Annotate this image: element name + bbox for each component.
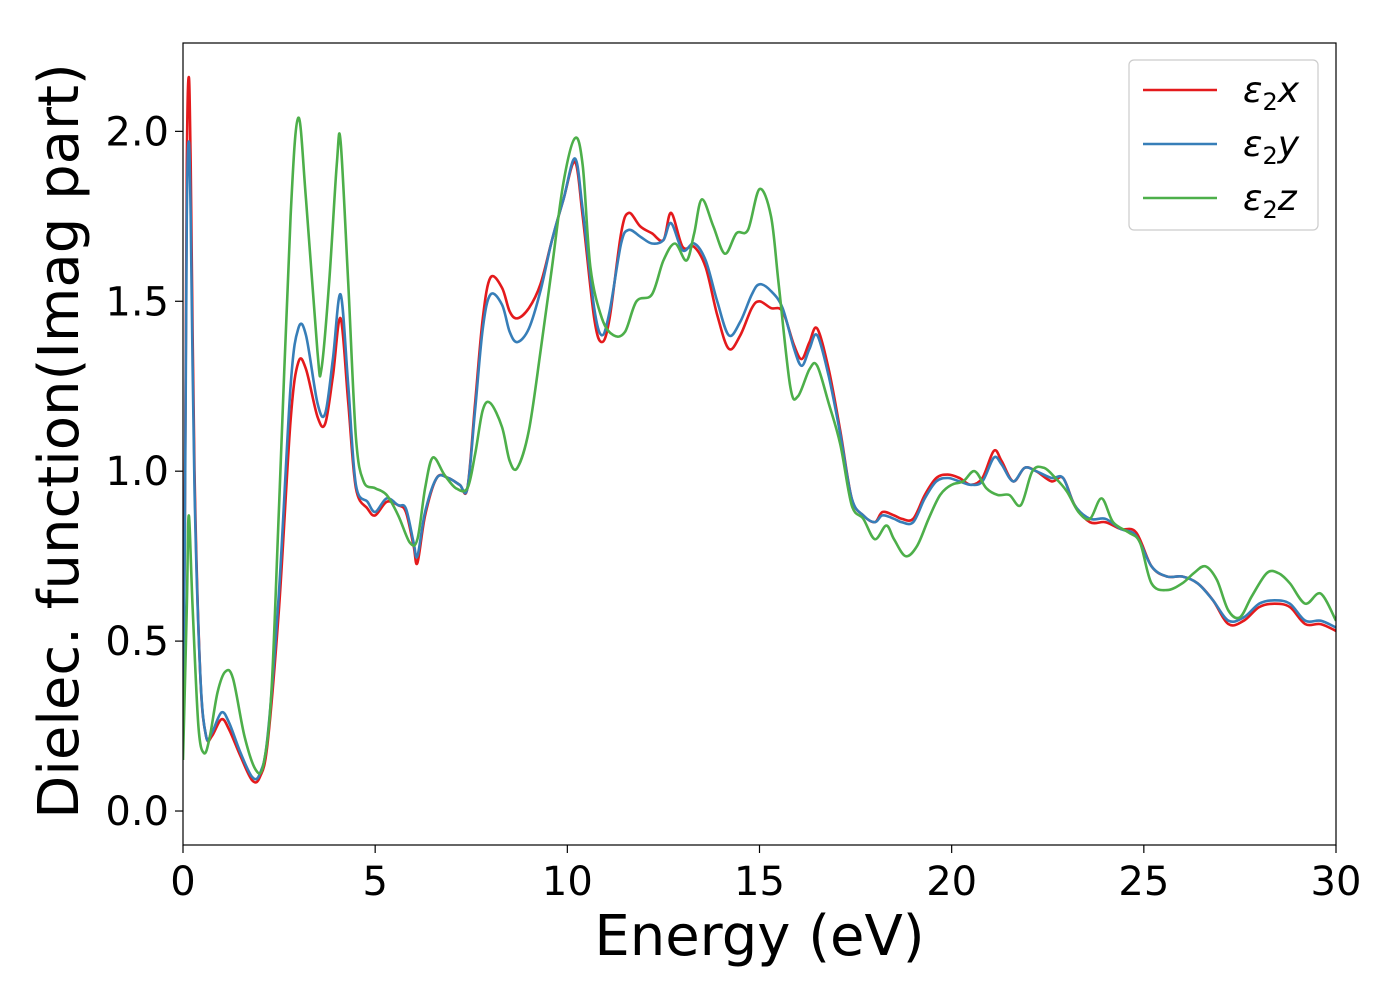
y-tick-label: 1.5 [105,279,169,325]
series-layer [183,75,1336,784]
x-tick-label: 10 [542,859,593,905]
legend-item-x: ε2x [1143,70,1300,116]
y-tick-label: 0.5 [105,619,169,665]
y-tick-label: 0.0 [105,789,169,835]
legend-box [1128,59,1319,231]
series-line-y [183,140,1336,781]
x-tick-label: 20 [926,859,977,905]
legend-label: ε2x [1243,70,1300,116]
y-tick-label: 1.0 [105,449,169,495]
legend-items: ε2x ε2y ε2z [1143,70,1300,224]
legend-item-z: ε2z [1143,178,1298,224]
y-tick-label: 2.0 [105,109,169,155]
x-tick-label: 30 [1311,859,1362,905]
legend-label: ε2y [1243,124,1300,170]
series-line-z [183,116,1336,775]
legend: ε2x ε2y ε2z [1128,59,1319,231]
legend-item-y: ε2y [1143,124,1300,170]
legend-label: ε2z [1243,178,1298,224]
x-tick-label: 25 [1118,859,1169,905]
y-axis-title: Dielec. function(Imag part) [27,63,92,819]
y-axis-ticks: 0.0 0.5 1.0 1.5 2.0 [105,109,183,835]
x-axis-ticks: 0 5 10 15 20 25 30 [170,845,1361,905]
x-tick-label: 5 [362,859,387,905]
x-axis-title: Energy (eV) [594,904,924,969]
x-tick-label: 0 [170,859,195,905]
x-tick-label: 15 [734,859,785,905]
